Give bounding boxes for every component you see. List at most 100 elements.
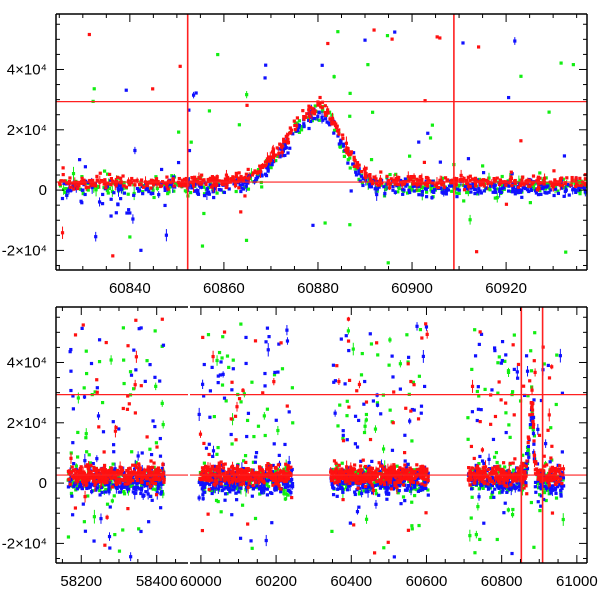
panel-full: 58200 58400 60000 60200 60400 60600 60800 61000… xyxy=(2,306,598,590)
data-point-green xyxy=(418,327,423,332)
data-point-blue xyxy=(116,186,120,190)
data-point-red xyxy=(396,182,400,187)
data-point-blue xyxy=(528,422,533,427)
data-point-red xyxy=(115,468,120,473)
data-point-red xyxy=(165,181,169,185)
data-point-red xyxy=(307,114,312,118)
data-point-red xyxy=(114,481,118,485)
data-point-blue xyxy=(140,451,144,455)
data-point-blue xyxy=(150,498,154,502)
data-point-blue xyxy=(116,188,121,192)
data-point-blue xyxy=(494,190,498,194)
data-point-green xyxy=(207,109,212,113)
data-point-red xyxy=(204,182,208,187)
data-point-green xyxy=(251,460,256,464)
data-point-blue xyxy=(237,490,241,494)
data-point-blue xyxy=(297,123,302,128)
data-point-blue xyxy=(83,192,87,197)
data-point-blue xyxy=(87,486,91,490)
data-point-green xyxy=(274,159,278,163)
data-point-red xyxy=(61,172,65,177)
data-point-blue xyxy=(134,488,138,492)
data-point-blue xyxy=(359,459,363,463)
data-point-green xyxy=(331,467,335,472)
data-point-red xyxy=(237,186,241,190)
data-point-red xyxy=(208,467,212,472)
data-point-blue xyxy=(484,484,488,488)
data-point-blue xyxy=(228,490,232,494)
data-point-red xyxy=(378,179,382,183)
data-point-red xyxy=(509,170,513,174)
data-point-blue xyxy=(262,484,266,488)
data-point-green xyxy=(185,190,189,194)
data-point-blue xyxy=(200,487,204,491)
data-point-red xyxy=(263,160,268,164)
data-point-blue xyxy=(149,191,153,196)
data-point-blue xyxy=(482,189,486,193)
data-point-red xyxy=(221,462,225,467)
data-point-green xyxy=(214,498,219,503)
data-point-red xyxy=(180,181,184,186)
data-point-green xyxy=(554,496,559,500)
data-point-green xyxy=(283,497,287,501)
data-point-green xyxy=(300,125,304,129)
data-point-red xyxy=(287,131,292,135)
data-point-blue xyxy=(501,488,505,492)
data-point-green xyxy=(242,459,246,463)
data-point-blue xyxy=(266,479,270,483)
data-point-blue xyxy=(374,483,378,487)
data-point-blue xyxy=(222,487,226,491)
data-point-red xyxy=(263,163,267,168)
data-point-red xyxy=(352,164,357,168)
data-point-blue xyxy=(219,360,223,364)
data-point-green xyxy=(369,342,374,346)
data-point-red xyxy=(442,181,446,185)
data-point-blue xyxy=(232,483,236,487)
data-point-red xyxy=(486,482,490,486)
data-point-blue xyxy=(273,483,277,488)
data-point-blue xyxy=(417,140,421,144)
data-point-blue xyxy=(405,466,409,470)
data-point-blue xyxy=(219,188,223,192)
data-point-blue xyxy=(320,115,324,119)
data-point-blue xyxy=(94,235,98,239)
data-point-blue xyxy=(527,455,531,459)
data-point-red xyxy=(462,188,467,192)
data-point-blue xyxy=(259,173,264,178)
data-point-blue xyxy=(122,485,126,489)
data-point-green xyxy=(145,359,149,363)
data-point-blue xyxy=(500,339,505,344)
data-point-blue xyxy=(367,464,371,468)
data-point-red xyxy=(286,474,290,478)
data-point-red xyxy=(284,139,288,144)
data-point-blue xyxy=(480,459,485,463)
data-point-green xyxy=(258,492,262,496)
data-point-red xyxy=(438,178,442,183)
data-point-green xyxy=(256,424,261,428)
data-point-red xyxy=(192,178,196,182)
data-point-red xyxy=(489,422,493,426)
data-point-red xyxy=(89,463,93,467)
data-point-blue xyxy=(516,190,521,195)
data-point-green xyxy=(410,527,414,531)
data-point-red xyxy=(344,141,348,145)
data-point-blue xyxy=(252,485,256,489)
data-point-red xyxy=(376,467,380,471)
data-point-red xyxy=(357,475,362,479)
data-point-red xyxy=(178,64,182,68)
data-point-red xyxy=(574,178,578,182)
data-point-blue xyxy=(403,177,407,181)
data-point-blue xyxy=(475,418,479,423)
data-point-blue xyxy=(419,485,423,489)
data-point-blue xyxy=(397,489,401,493)
data-point-blue xyxy=(384,480,388,484)
data-point-blue xyxy=(459,179,463,183)
data-point-red xyxy=(565,176,569,180)
data-point-red xyxy=(398,466,402,470)
data-point-red xyxy=(224,173,229,177)
data-point-blue xyxy=(210,491,214,496)
data-point-red xyxy=(253,339,258,343)
data-point-green xyxy=(154,175,158,179)
data-point-green xyxy=(351,347,355,351)
data-point-green xyxy=(95,185,100,190)
